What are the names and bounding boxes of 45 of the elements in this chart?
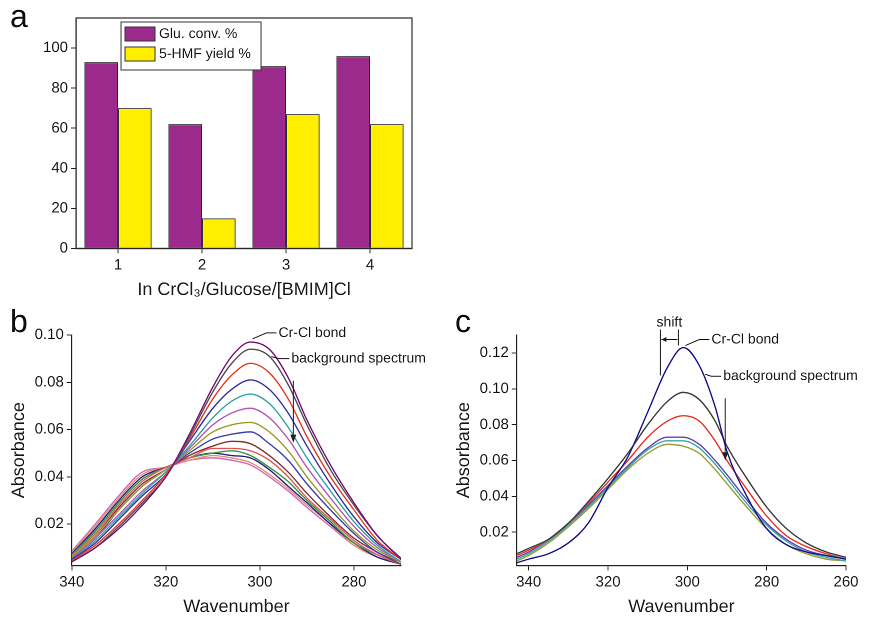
y-tick-label: 0.08 [480,416,509,433]
y-tick-label: 80 [51,79,68,96]
y-tick-label: 20 [51,199,68,216]
y-tick-label: 40 [51,159,68,176]
annotation: background spectrum [723,367,858,384]
y-tick-label: 0.10 [480,380,509,397]
y-tick-label: 0.02 [480,523,509,540]
y-tick-label: 100 [42,39,68,56]
x-tick-label: 3 [282,256,290,274]
x-tick-label: 320 [596,574,621,591]
y-tick-label: 0.12 [480,344,509,362]
x-tick-label: 4 [366,256,374,274]
x-tick-label: 300 [247,574,272,591]
chart-title: c [455,302,471,339]
x-tick-label: 260 [833,574,859,591]
annotation: shift [656,313,682,330]
y-tick-label: 0.06 [34,420,64,438]
y-axis-title: Absorbance [452,402,473,498]
y-tick-label: 60 [51,119,68,136]
x-tick-label: 300 [674,574,700,591]
y-tick-label: 0.08 [34,373,64,390]
x-axis-title: Wavenumber [183,596,290,616]
annotation: background spectrum [291,349,426,366]
x-tick-label: 280 [341,574,366,591]
x-tick-label: 280 [754,574,780,591]
x-tick-label: 2 [198,256,206,274]
y-tick-label: 0.10 [34,326,64,344]
chart-title: a [10,0,28,34]
legend-label: 5-HMF yield % [159,44,251,61]
x-tick-label: 340 [516,574,542,591]
x-tick-label: 340 [59,574,84,591]
y-tick-label: 0.04 [34,468,64,485]
x-tick-label: 320 [153,574,178,591]
x-tick-label: 1 [114,256,122,274]
legend-label: Glu. conv. % [159,24,238,41]
annotation: Cr-Cl bond [711,330,780,346]
y-axis-title: Absorbance [8,402,28,498]
annotation: Cr-Cl bond [278,324,346,340]
x-axis-title: In CrCl₃/Glucose/[BMIM]Cl [137,279,351,300]
y-tick-label: 0.02 [34,515,64,532]
y-tick-label: 0.04 [480,488,509,505]
y-tick-label: 0.06 [480,452,509,469]
x-axis-title: Wavenumber [628,596,735,616]
chart-title: b [10,302,28,339]
y-tick-label: 0 [60,240,68,257]
